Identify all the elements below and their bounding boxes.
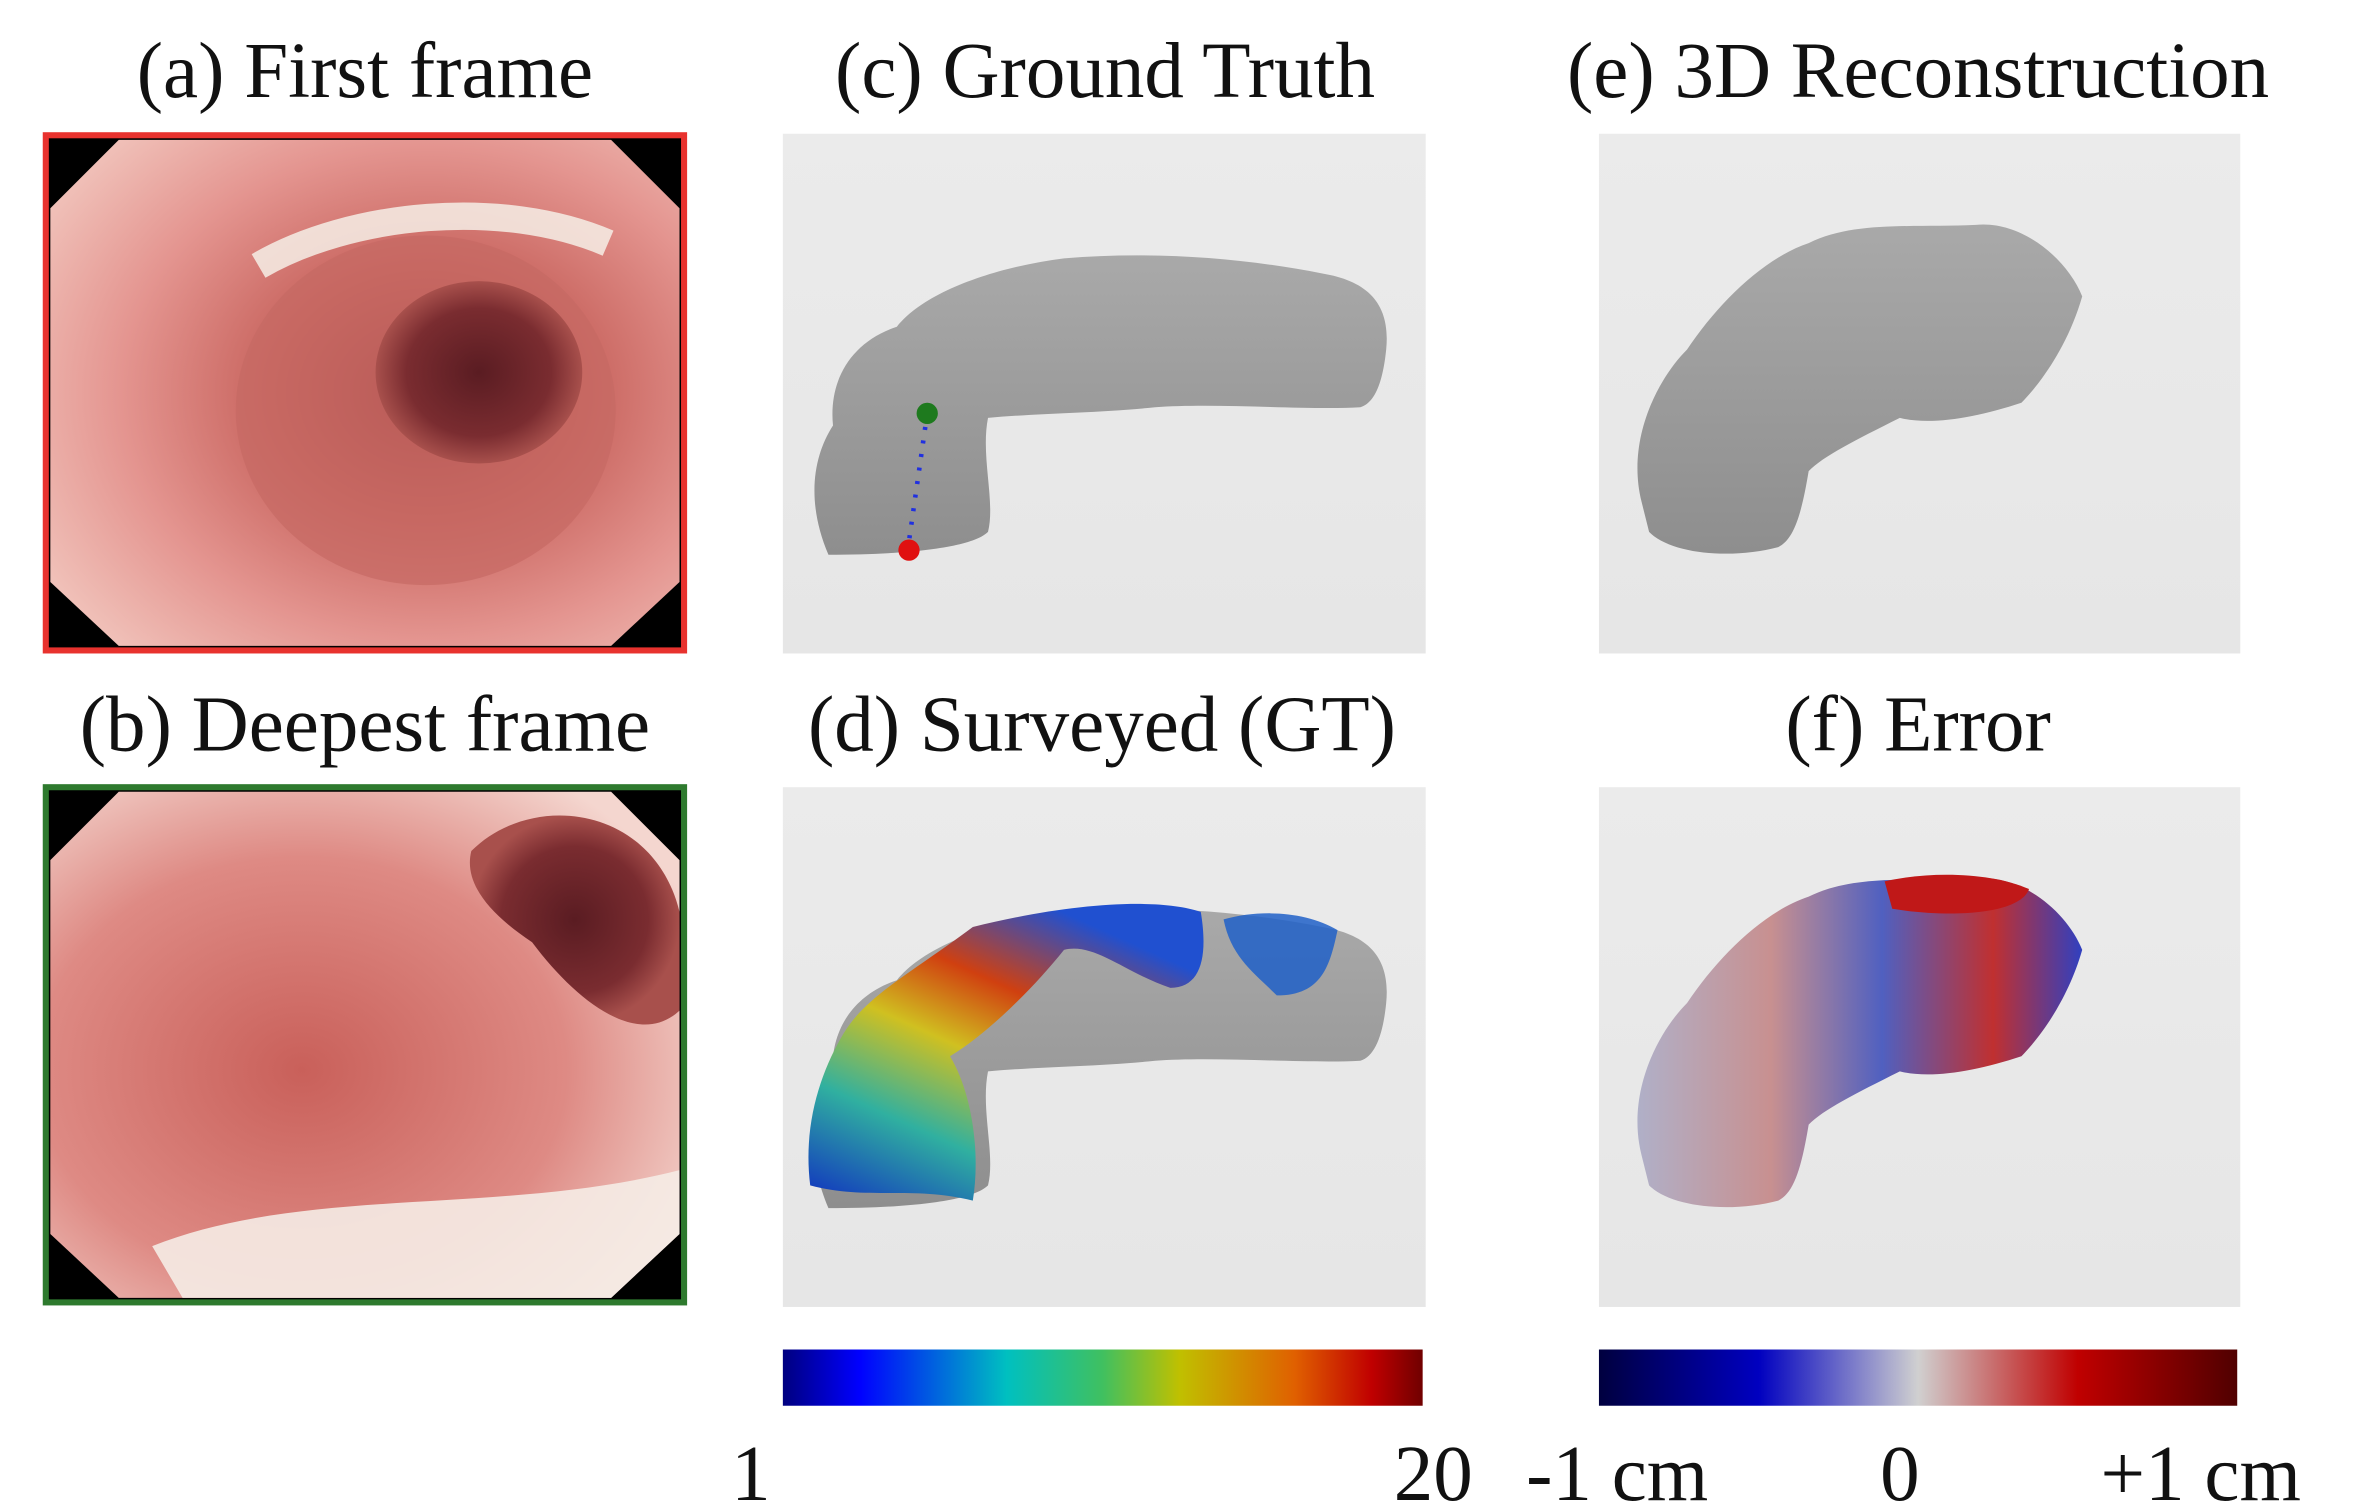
panel-title: (b) Deepest frame — [80, 682, 650, 769]
panel-title: (d) Surveyed (GT) — [808, 682, 1396, 769]
panel-title: (f) Error — [1785, 682, 2050, 769]
error-render — [1599, 787, 2240, 1307]
start-marker — [917, 403, 938, 424]
surveyed-render — [783, 787, 1426, 1307]
colorbar-label: 0 — [1880, 1431, 1920, 1503]
panel-title: (c) Ground Truth — [835, 28, 1375, 115]
colorbar-label: 1 — [731, 1431, 771, 1503]
colorbar-label: +1 cm — [2101, 1431, 2301, 1503]
colorbar — [783, 1350, 1423, 1406]
colorbar — [1599, 1350, 2237, 1406]
panel-title: (a) First frame — [137, 28, 593, 115]
deepest-frame-image — [46, 787, 684, 1302]
colorbar-label: -1 cm — [1526, 1431, 1708, 1503]
lumen — [376, 281, 583, 463]
page: {"panels": [ {"title": "(a) First frame"… — [0, 0, 2359, 1503]
ground-truth-render — [783, 134, 1426, 654]
end-marker — [898, 539, 919, 560]
first-frame-image — [46, 135, 684, 650]
colorbar-label: 20 — [1394, 1431, 1473, 1503]
reconstruction-render — [1599, 134, 2240, 654]
figure: (a) First frame (b) Deepest frame (c) Gr… — [0, 0, 2359, 1503]
panel-title: (e) 3D Reconstruction — [1567, 28, 2269, 115]
